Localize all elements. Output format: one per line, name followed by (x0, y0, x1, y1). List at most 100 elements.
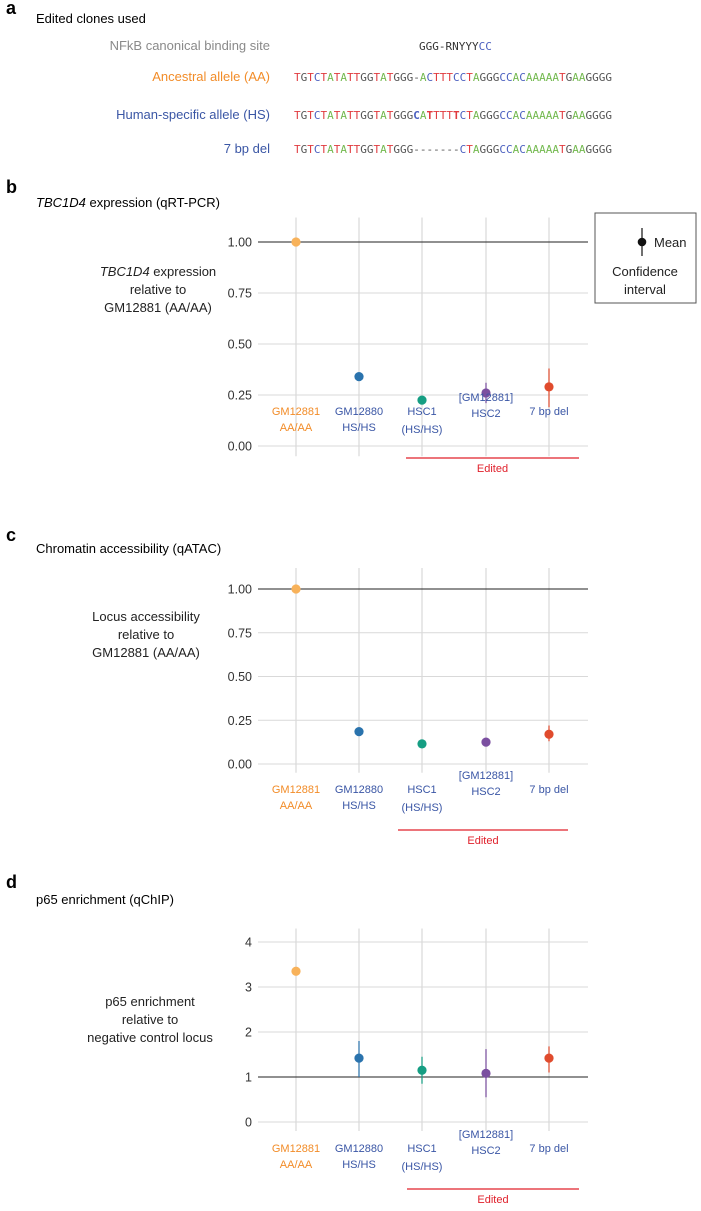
nucleotide: G (566, 109, 573, 122)
x-tick-label: GM12880 (335, 784, 383, 796)
nucleotide: A (526, 143, 533, 156)
nucleotide: T (559, 71, 566, 84)
nucleotide: - (420, 143, 427, 156)
y-tick-label: 0 (245, 1116, 252, 1130)
x-tick-label: HSC2 (471, 1145, 500, 1157)
nucleotide: A (380, 71, 387, 84)
y-tick-label: 3 (245, 981, 252, 995)
x-tick-label: (HS/HS) (402, 424, 443, 436)
panel-a-rows: NFkB canonical binding site GGG-RNYYYCCAn… (110, 38, 612, 156)
nucleotide: C (506, 71, 513, 84)
nucleotide: T (387, 109, 394, 122)
mean-point (481, 1068, 491, 1078)
mean-point (481, 737, 491, 747)
legend-ci-label-2: interval (624, 282, 666, 297)
nucleotide: G (301, 71, 308, 84)
nucleotide: T (466, 143, 473, 156)
panel-c: c Chromatin accessibility (qATAC) 0.000.… (6, 525, 588, 847)
y-tick-label: 0.50 (228, 338, 252, 352)
y-axis-label: GM12881 (AA/AA) (104, 300, 212, 315)
x-tick-label: [GM12881] (459, 770, 513, 782)
nucleotide: A (546, 143, 553, 156)
nucleotide: G (393, 143, 400, 156)
nucleotide: G (586, 109, 593, 122)
nucleotide: A (340, 71, 347, 84)
nucleotide: - (413, 71, 420, 84)
nucleotide: G (393, 71, 400, 84)
mean-point (417, 1065, 427, 1075)
nucleotide: C (460, 71, 467, 84)
nucleotide: T (466, 71, 473, 84)
nucleotide: T (347, 71, 354, 84)
y-tick-label: 0.75 (228, 287, 252, 301)
nucleotide: G (493, 71, 500, 84)
panel-a-title: Edited clones used (36, 11, 146, 26)
y-tick-label: 0.00 (228, 440, 252, 454)
nucleotide: G (407, 71, 414, 84)
legend-box (594, 212, 697, 304)
nucleotide: A (546, 109, 553, 122)
sequence-row-label: Ancestral allele (AA) (152, 69, 270, 84)
nucleotide: A (513, 71, 520, 84)
x-tick-label: GM12881 (272, 1143, 320, 1155)
nucleotide: T (453, 109, 460, 122)
nucleotide: G (480, 109, 487, 122)
nucleotide: G (480, 143, 487, 156)
nucleotide: T (466, 109, 473, 122)
edited-label: Edited (467, 835, 498, 847)
nucleotide: T (294, 109, 301, 122)
panel-letter-b: b (6, 177, 17, 197)
nucleotide: C (499, 71, 506, 84)
x-tick-label: (HS/HS) (402, 802, 443, 814)
nucleotide: T (294, 143, 301, 156)
panel-b-title: TBC1D4 expression (qRT-PCR) (36, 195, 220, 210)
nucleotide: T (347, 109, 354, 122)
nucleotide: A (552, 109, 559, 122)
y-tick-label: 0.50 (228, 670, 252, 684)
mean-point (354, 372, 364, 382)
nucleotide: T (321, 143, 328, 156)
nucleotide: A (420, 109, 427, 122)
sequence-row-label: NFkB canonical binding site (110, 38, 270, 53)
y-tick-label: 4 (245, 936, 252, 950)
nucleotide: A (572, 143, 579, 156)
edited-label: Edited (477, 463, 508, 475)
sequence-row-label: Human-specific allele (HS) (116, 107, 270, 122)
nucleotide: T (307, 143, 314, 156)
nucleotide: A (327, 109, 334, 122)
y-tick-label: 1.00 (228, 583, 252, 597)
y-tick-label: 0.25 (228, 389, 252, 403)
nucleotide: G (493, 109, 500, 122)
nucleotide: A (340, 143, 347, 156)
nucleotide: A (513, 143, 520, 156)
nucleotide: A (473, 143, 480, 156)
y-tick-label: 0.00 (228, 758, 252, 772)
nucleotide: A (473, 71, 480, 84)
nucleotide: - (433, 143, 440, 156)
mean-point (417, 395, 427, 405)
nucleotide: A (579, 143, 586, 156)
x-tick-label: AA/AA (280, 1159, 313, 1171)
legend-mean-dot (637, 237, 647, 247)
x-tick-label: AA/AA (280, 422, 313, 434)
x-tick-label: [GM12881] (459, 1129, 513, 1141)
nucleotide: G (592, 71, 599, 84)
nucleotide: G (367, 71, 374, 84)
y-axis-label: negative control locus (87, 1030, 213, 1045)
mean-point (481, 388, 491, 398)
x-tick-label: GM12880 (335, 1143, 383, 1155)
nucleotide: T (307, 109, 314, 122)
mean-point (544, 1053, 554, 1063)
consensus-part: GGG-RNYYY (419, 40, 479, 53)
mean-point (291, 584, 301, 594)
nucleotide: C (519, 109, 526, 122)
edited-label: Edited (477, 1194, 508, 1206)
nucleotide: T (433, 71, 440, 84)
nucleotide: G (486, 109, 493, 122)
nucleotide: - (440, 143, 447, 156)
sequence-row-label: 7 bp del (224, 141, 270, 156)
y-tick-label: 2 (245, 1026, 252, 1040)
nucleotide: G (566, 143, 573, 156)
nucleotide: G (400, 71, 407, 84)
